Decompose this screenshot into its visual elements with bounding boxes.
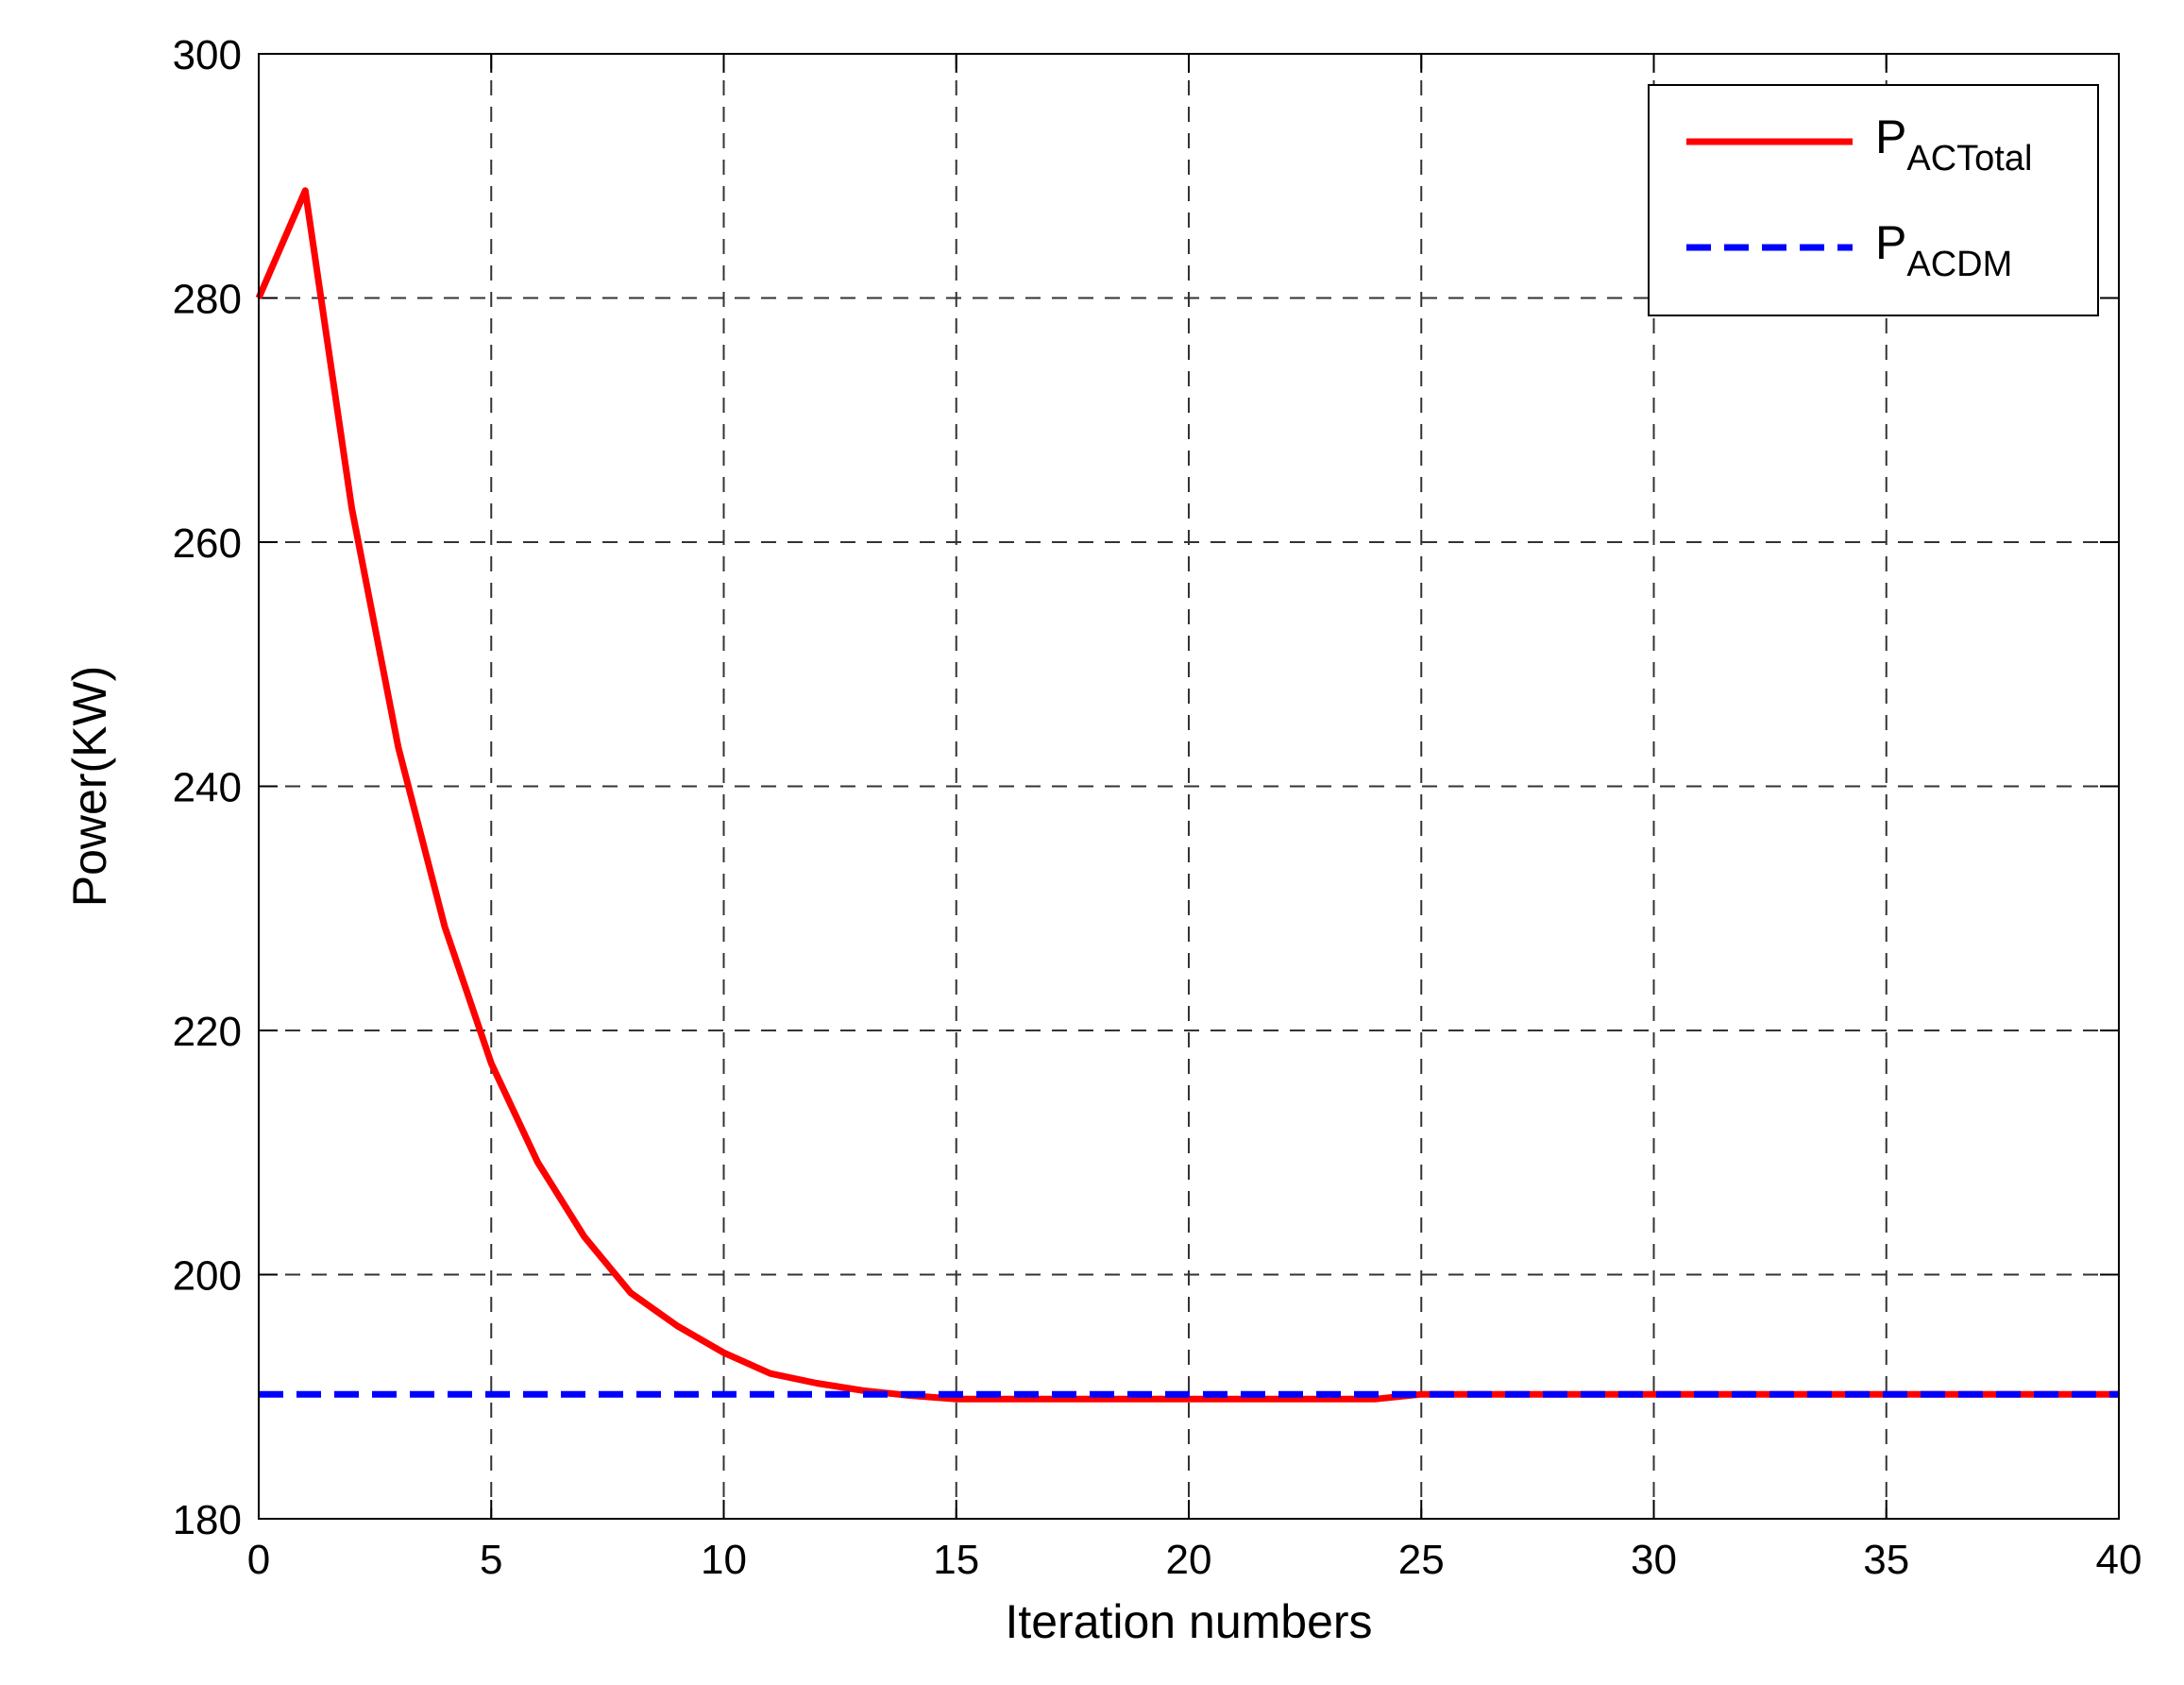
x-tick-label: 25 [1398,1537,1445,1583]
x-tick-label: 5 [480,1537,502,1583]
y-tick-label: 180 [173,1497,242,1543]
grid [259,54,2119,1519]
x-tick-label: 40 [2096,1537,2142,1583]
x-axis-title: Iteration numbers [1005,1595,1372,1648]
legend-label-acdm-main: P [1875,216,1906,269]
legend-label-actotal: PACTotal [1875,111,2032,179]
series-lines [255,187,2119,1403]
legend-label-acdm-sub: ACDM [1906,245,2012,284]
x-tick-label: 35 [1863,1537,1909,1583]
y-axis-title: Power(KW) [63,666,116,908]
legend-label-actotal-sub: ACTotal [1906,139,2032,179]
y-tick-label: 240 [173,765,242,811]
x-tick-label: 0 [247,1537,270,1583]
legend: PACTotal PACDM [1648,84,2099,316]
y-tick-label: 220 [173,1009,242,1055]
plot-frame [258,53,2120,1520]
x-tick-label: 30 [1631,1537,1677,1583]
legend-label-actotal-main: P [1875,111,1906,163]
y-tick-label: 300 [173,32,242,78]
x-tick-label: 10 [701,1537,747,1583]
y-tick-label: 200 [173,1253,242,1300]
x-tick-label: 15 [933,1537,979,1583]
tick-labels: 0 5 10 15 20 25 30 35 40 180 200 220 240 260 280 300 [173,32,2142,1583]
legend-label-acdm: PACDM [1875,216,2012,284]
y-tick-label: 260 [173,520,242,567]
y-tick-label: 280 [173,277,242,323]
legend-box [1648,84,2099,316]
x-tick-label: 20 [1166,1537,1212,1583]
